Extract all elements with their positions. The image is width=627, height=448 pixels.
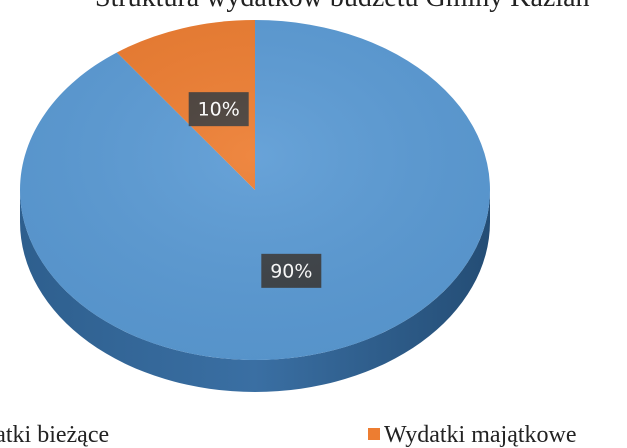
data-label: 90% — [270, 260, 312, 282]
legend-swatch — [368, 428, 380, 440]
chart-title: Struktura wydatków budżetu Gminy Kaźlan — [95, 0, 590, 13]
data-label: 10% — [198, 99, 240, 121]
legend-label: Wydatki majątkowe — [384, 422, 577, 448]
legend-label: Wydatki bieżące — [0, 422, 109, 448]
